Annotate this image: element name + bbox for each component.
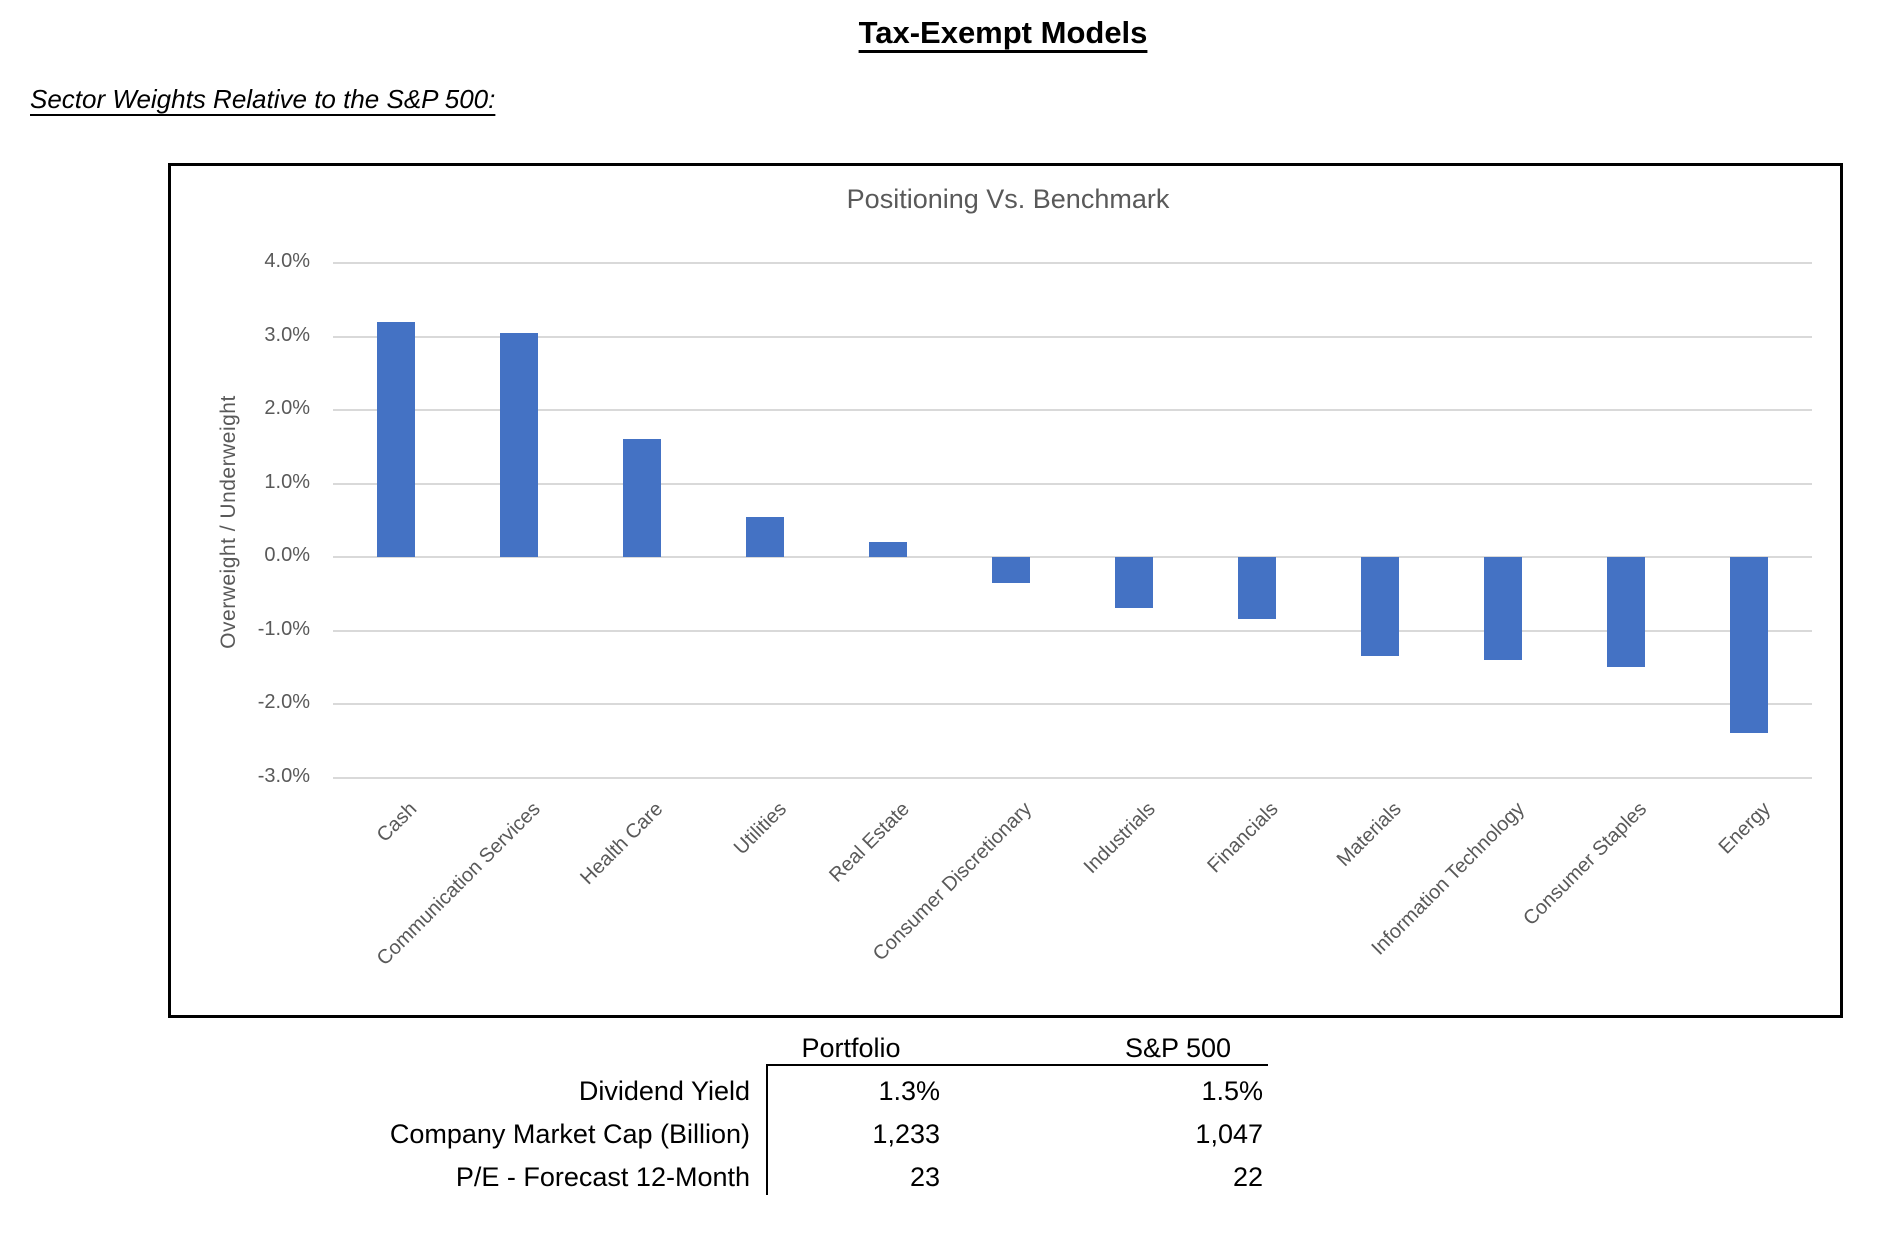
page-subtitle: Sector Weights Relative to the S&P 500: <box>30 84 496 114</box>
gridline-2.0% <box>333 409 1812 411</box>
gridline-0.0% <box>333 556 1812 558</box>
xlabel-industrials: Industrials <box>1079 798 1160 879</box>
gridline-4.0% <box>333 262 1812 264</box>
table-cell-sp500: 1,047 <box>1195 1119 1263 1149</box>
xlabel-utilities: Utilities <box>729 798 791 860</box>
gridline--3.0% <box>333 776 1812 779</box>
table-col-header-portfolio: Portfolio <box>801 1033 901 1063</box>
xlabel-consumer-staples: Consumer Staples <box>1519 798 1652 930</box>
xlabel-financials: Financials <box>1203 798 1283 878</box>
table-cell-portfolio: 1,233 <box>872 1119 940 1149</box>
table-row-label: Dividend Yield <box>578 1076 750 1106</box>
table-cell-portfolio: 23 <box>909 1162 940 1192</box>
bar-consumer-staples <box>1607 557 1645 668</box>
bar-consumer-discretionary <box>992 557 1030 583</box>
gridline-3.0% <box>333 335 1812 338</box>
ytick-0.0%: 0.0% <box>264 544 310 566</box>
table-header-underline <box>766 1064 1268 1066</box>
chart-title: Positioning Vs. Benchmark <box>846 184 1170 214</box>
gridline-1.0% <box>333 482 1812 485</box>
table-cell-sp500: 22 <box>1232 1162 1263 1192</box>
xlabel-materials: Materials <box>1332 798 1406 871</box>
bar-health-care <box>623 439 661 557</box>
gridline--2.0% <box>333 703 1812 705</box>
table-cell-portfolio: 1.3% <box>878 1076 940 1106</box>
bar-industrials <box>1115 557 1153 609</box>
bar-communication-services <box>500 332 538 557</box>
bar-real-estate <box>869 542 907 557</box>
bar-cash <box>377 321 415 557</box>
bar-financials <box>1238 557 1276 620</box>
bar-utilities <box>746 516 784 557</box>
xlabel-health-care: Health Care <box>576 798 668 890</box>
bar-information-technology <box>1484 557 1522 660</box>
ytick--3.0%: -3.0% <box>257 764 310 787</box>
xlabel-real-estate: Real Estate <box>824 798 914 887</box>
positioning-vs-benchmark-chart: Positioning Vs. Benchmark Overweight / U… <box>168 163 1843 1018</box>
table-left-border <box>766 1064 768 1195</box>
table-row-label: Company Market Cap (Billion) <box>389 1119 750 1149</box>
xlabel-energy: Energy <box>1714 798 1775 859</box>
table-cell-sp500: 1.5% <box>1201 1076 1263 1106</box>
table-col-header-sp500: S&P 500 <box>1124 1033 1232 1063</box>
bar-energy <box>1730 557 1768 734</box>
xlabel-cash: Cash <box>372 798 422 847</box>
ytick-3.0%: 3.0% <box>264 323 310 346</box>
ytick-2.0%: 2.0% <box>264 397 310 419</box>
table-row-label: P/E - Forecast 12-Month <box>455 1162 750 1192</box>
bar-materials <box>1361 557 1399 657</box>
ytick--2.0%: -2.0% <box>257 691 310 713</box>
ytick-1.0%: 1.0% <box>264 470 310 493</box>
ytick-4.0%: 4.0% <box>264 250 310 272</box>
y-axis-title: Overweight / Underweight <box>217 395 240 649</box>
gridline--1.0% <box>333 629 1812 632</box>
page-title: Tax-Exempt Models <box>858 15 1148 50</box>
ytick--1.0%: -1.0% <box>257 617 310 640</box>
